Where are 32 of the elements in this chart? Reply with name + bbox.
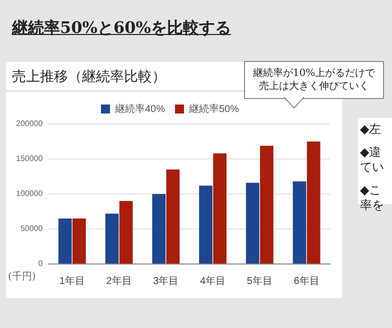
- bar: [105, 214, 119, 264]
- legend-label: 継続率40%: [114, 102, 166, 115]
- y-tick-label: 50000: [20, 224, 44, 234]
- x-tick-label: 5年目: [246, 274, 272, 287]
- bar: [260, 146, 274, 264]
- x-tick-label: 1年目: [59, 274, 85, 287]
- legend-label: 継続率50%: [188, 102, 240, 115]
- bar: [199, 186, 212, 264]
- text: ◆こ率を: [360, 183, 385, 213]
- bar: [306, 142, 320, 264]
- x-tick-label: 2年目: [106, 274, 132, 287]
- x-tick-label: 3年目: [153, 274, 179, 287]
- y-tick-label: 100000: [16, 189, 44, 198]
- y-axis-title: (千円): [8, 270, 36, 283]
- y-tick-label: 150000: [16, 154, 44, 164]
- text: 継続率が10%上がるだけで売上は大きく伸びていく: [252, 67, 376, 93]
- chart-title: 継続率50%と60%を比較する: [12, 18, 231, 39]
- x-tick-label: 6年目: [294, 274, 320, 287]
- bar: [213, 153, 227, 264]
- bar: [58, 218, 72, 264]
- bar: [166, 170, 180, 264]
- bar: [72, 218, 86, 264]
- y-tick-label: 200000: [16, 119, 44, 128]
- chart-subtitle: 売上推移（継続率比較）: [12, 68, 166, 86]
- bar: [152, 194, 166, 264]
- bar: [292, 181, 306, 264]
- text: ◆左: [360, 122, 382, 137]
- y-tick-label: 0: [38, 259, 44, 268]
- bar: [246, 182, 260, 264]
- x-tick-label: 4年目: [200, 274, 226, 287]
- text: ◆違てい: [360, 145, 385, 175]
- bar: [119, 201, 133, 264]
